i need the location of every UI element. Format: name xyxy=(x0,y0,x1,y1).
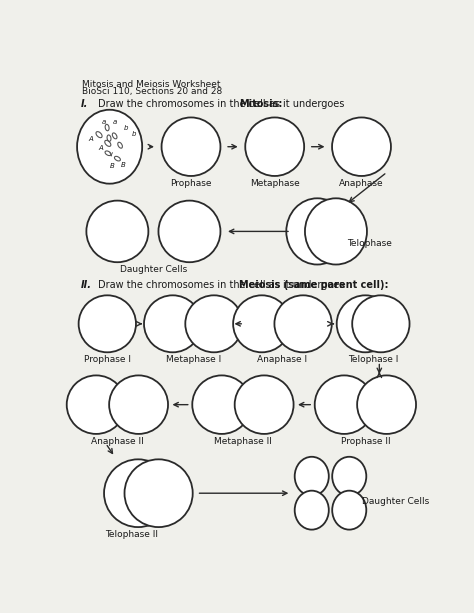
Ellipse shape xyxy=(286,198,348,265)
Ellipse shape xyxy=(332,118,391,176)
Text: Draw the chromosomes in the cell as it undergoes: Draw the chromosomes in the cell as it u… xyxy=(98,280,347,290)
Text: Anaphase I: Anaphase I xyxy=(257,356,308,364)
Text: a: a xyxy=(113,118,117,124)
Text: Prophase II: Prophase II xyxy=(340,437,390,446)
Text: BioSci 110, Sections 20 and 28: BioSci 110, Sections 20 and 28 xyxy=(82,88,223,96)
Ellipse shape xyxy=(305,198,367,265)
Text: Metaphase: Metaphase xyxy=(250,179,300,188)
Ellipse shape xyxy=(185,295,243,352)
Ellipse shape xyxy=(158,200,220,262)
Ellipse shape xyxy=(295,490,329,530)
Text: Mitosis:: Mitosis: xyxy=(239,99,283,109)
Ellipse shape xyxy=(332,490,366,530)
Ellipse shape xyxy=(67,375,126,434)
Ellipse shape xyxy=(77,110,142,184)
Ellipse shape xyxy=(233,295,291,352)
Text: II.: II. xyxy=(81,280,92,290)
Text: Telophase I: Telophase I xyxy=(348,356,398,364)
Text: Draw the chromosomes in the cell as it undergoes: Draw the chromosomes in the cell as it u… xyxy=(98,99,347,109)
Ellipse shape xyxy=(125,459,193,527)
Ellipse shape xyxy=(337,295,394,352)
Ellipse shape xyxy=(162,118,220,176)
Ellipse shape xyxy=(332,457,366,496)
Text: Metaphase II: Metaphase II xyxy=(214,437,272,446)
Ellipse shape xyxy=(274,295,332,352)
Ellipse shape xyxy=(192,375,251,434)
Text: b: b xyxy=(131,131,136,137)
Text: a: a xyxy=(102,118,106,124)
Text: Meiosis (same parent cell):: Meiosis (same parent cell): xyxy=(239,280,389,290)
Text: I.: I. xyxy=(81,99,88,109)
Text: Mitosis and Meiosis Worksheet: Mitosis and Meiosis Worksheet xyxy=(82,80,221,89)
Text: B: B xyxy=(109,163,114,169)
Text: Prophase I: Prophase I xyxy=(84,356,131,364)
Ellipse shape xyxy=(295,457,329,496)
Ellipse shape xyxy=(352,295,410,352)
Ellipse shape xyxy=(86,200,148,262)
Ellipse shape xyxy=(357,375,416,434)
Text: Daughter Cells: Daughter Cells xyxy=(120,265,187,274)
Ellipse shape xyxy=(144,295,201,352)
Ellipse shape xyxy=(235,375,293,434)
Ellipse shape xyxy=(315,375,374,434)
Ellipse shape xyxy=(109,375,168,434)
Text: Telophase: Telophase xyxy=(347,239,392,248)
Text: b: b xyxy=(124,125,128,131)
Text: Metaphase I: Metaphase I xyxy=(166,356,221,364)
Text: B: B xyxy=(120,162,125,168)
Text: Anaphase II: Anaphase II xyxy=(91,437,144,446)
Text: A: A xyxy=(99,145,103,151)
Text: Prophase: Prophase xyxy=(170,179,212,188)
Ellipse shape xyxy=(245,118,304,176)
Ellipse shape xyxy=(104,459,172,527)
Text: A: A xyxy=(88,135,93,142)
Text: Anaphase: Anaphase xyxy=(339,179,384,188)
Ellipse shape xyxy=(79,295,136,352)
Text: Daughter Cells: Daughter Cells xyxy=(362,497,429,506)
Text: Telophase II: Telophase II xyxy=(105,530,158,539)
